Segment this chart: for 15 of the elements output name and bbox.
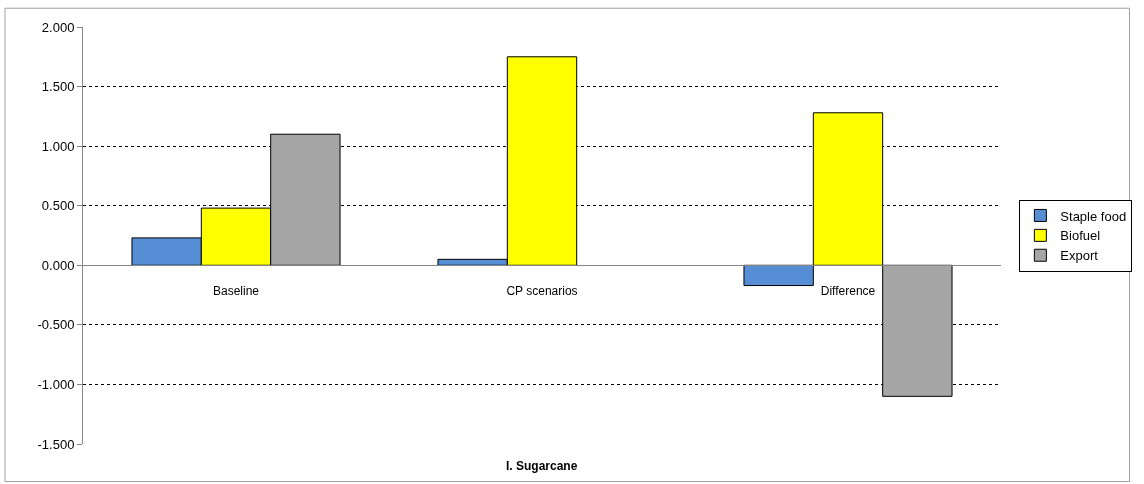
- x-tick-label: Baseline: [212, 283, 260, 298]
- y-tick-label: 1.500: [41, 79, 75, 95]
- x-tick-label: Difference: [820, 283, 876, 298]
- legend-label: Export: [1060, 248, 1099, 264]
- x-tick-label: CP scenarios: [506, 283, 578, 298]
- legend-label: Biofuel: [1060, 228, 1101, 244]
- y-tick-label: 0.500: [41, 198, 75, 214]
- y-tick-label: 1.000: [41, 138, 75, 154]
- y-tick-label: 0.000: [41, 257, 75, 273]
- y-tick-label: -0.500: [37, 317, 75, 333]
- legend-label: Staple food: [1060, 208, 1127, 224]
- y-tick-label: -1.000: [37, 376, 75, 392]
- x-axis-title: I. Sugarcane: [506, 459, 578, 473]
- y-tick-label: 2.000: [41, 19, 75, 35]
- y-tick-label: -1.500: [37, 436, 75, 452]
